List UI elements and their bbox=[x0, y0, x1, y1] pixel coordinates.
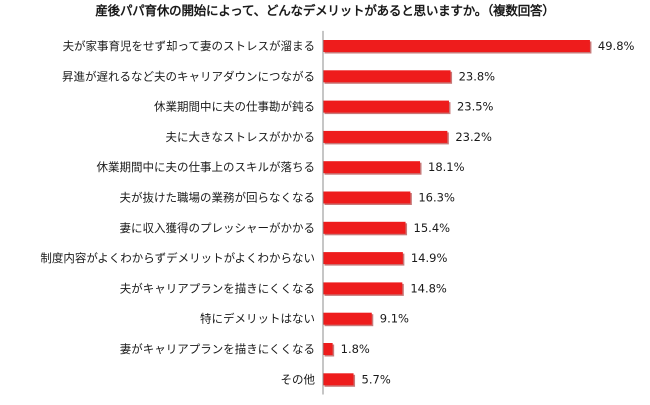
bar bbox=[323, 130, 448, 143]
bar bbox=[323, 40, 590, 52]
data-label: 49.8% bbox=[598, 39, 635, 53]
category-label: 妻がキャリアプランを描きにくくなる bbox=[120, 342, 315, 356]
labels-layer: 夫が家事育児をせず却って妻のストレスが溜まる 49.8% 昇進が遅れるなど夫のキャリ… bbox=[40, 39, 634, 386]
category-label: 制度内容がよくわからずデメリットがよくわからない bbox=[40, 251, 315, 265]
category-label: 昇進が遅れるなど夫のキャリアダウンにつながる bbox=[62, 69, 315, 83]
data-label: 18.1% bbox=[428, 160, 465, 174]
data-label: 9.1% bbox=[380, 312, 409, 326]
data-label: 14.9% bbox=[411, 251, 448, 265]
data-label: 23.5% bbox=[457, 100, 494, 114]
bar bbox=[323, 161, 421, 174]
bar bbox=[323, 343, 333, 355]
chart-title: 産後パパ育休の開始によって、どんなデメリットがあると思いますか。（複数回答） bbox=[95, 3, 555, 18]
category-label: 夫が家事育児をせず却って妻のストレスが溜まる bbox=[63, 39, 315, 53]
data-label: 1.8% bbox=[341, 342, 370, 356]
data-label: 15.4% bbox=[414, 221, 451, 235]
bar bbox=[323, 221, 406, 234]
category-label: 休業期間中に夫の仕事上のスキルが落ちる bbox=[97, 160, 316, 174]
bar bbox=[323, 70, 451, 83]
data-label: 14.8% bbox=[410, 281, 447, 295]
category-label: 夫に大きなストレスがかかる bbox=[166, 130, 316, 144]
data-label: 23.2% bbox=[455, 130, 492, 144]
category-label: 特にデメリットはない bbox=[200, 312, 315, 326]
data-label: 5.7% bbox=[362, 372, 391, 386]
bar bbox=[323, 373, 354, 386]
bar bbox=[323, 100, 449, 113]
bar bbox=[323, 282, 403, 295]
bar bbox=[323, 191, 411, 204]
data-label: 16.3% bbox=[418, 191, 455, 205]
bars-layer bbox=[323, 40, 592, 387]
bar bbox=[323, 252, 403, 265]
data-label: 23.8% bbox=[459, 69, 496, 83]
category-label: その他 bbox=[281, 372, 316, 386]
bar bbox=[323, 312, 372, 325]
category-label: 夫がキャリアプランを描きにくくなる bbox=[120, 281, 315, 295]
category-label: 妻に収入獲得のプレッシャーがかかる bbox=[120, 221, 316, 235]
category-label: 休業期間中に夫の仕事勘が鈍る bbox=[154, 100, 315, 114]
category-label: 夫が抜けた職場の業務が回らなくなる bbox=[120, 191, 316, 205]
